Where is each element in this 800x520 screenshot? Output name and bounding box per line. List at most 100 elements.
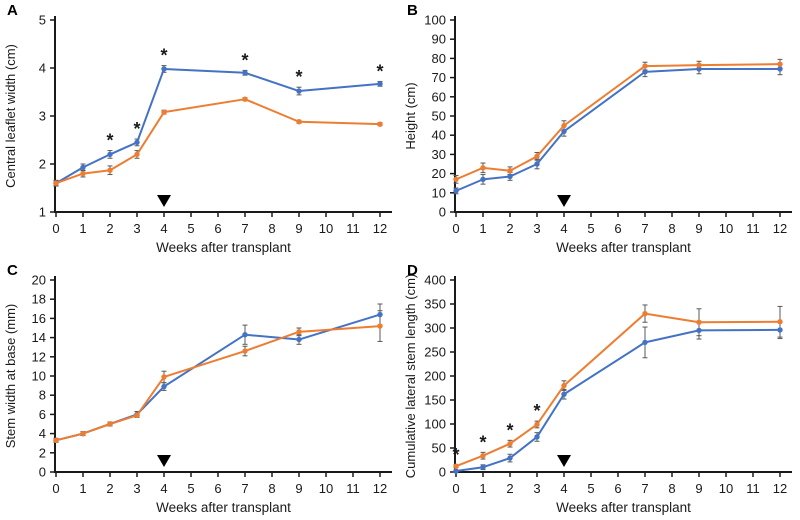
x-tick-label: 6	[614, 481, 621, 496]
x-tick-label: 10	[319, 481, 333, 496]
data-point-orange	[480, 165, 486, 171]
x-tick-label: 11	[346, 221, 360, 236]
y-tick-label: 150	[424, 393, 446, 408]
data-point-blue	[642, 339, 648, 346]
y-tick-label: 20	[432, 166, 446, 181]
x-tick-label: 3	[533, 481, 540, 496]
data-point-orange	[53, 180, 59, 186]
y-tick-label: 50	[432, 441, 446, 456]
data-point-orange	[80, 430, 86, 437]
y-tick-label: 0	[39, 465, 46, 480]
data-point-blue	[453, 188, 459, 194]
x-tick-label: 3	[133, 481, 140, 496]
y-tick-label: 0	[439, 465, 446, 480]
y-tick-label: 14	[32, 330, 46, 345]
series-line-orange	[455, 312, 781, 468]
data-point-orange	[134, 412, 140, 419]
x-tick-label: 7	[641, 481, 648, 496]
data-point-blue	[453, 468, 459, 474]
y-tick-label: 100	[424, 417, 446, 432]
y-tick-label: 3	[39, 109, 46, 124]
y-tick-label: 50	[432, 109, 446, 124]
x-tick-label: 1	[79, 481, 86, 496]
asterisk-annotation: *	[160, 46, 167, 66]
data-point-blue	[507, 455, 513, 461]
x-tick-label: 7	[241, 221, 248, 236]
y-axis-title: Central leaflet width (cm)	[3, 44, 18, 188]
series-line-orange	[455, 63, 781, 181]
data-point-orange	[777, 319, 783, 325]
y-tick-label: 10	[432, 185, 446, 200]
data-point-orange	[534, 421, 540, 428]
y-tick-label: 5	[39, 13, 46, 28]
x-tick-label: 8	[668, 221, 675, 236]
data-point-orange	[80, 170, 86, 177]
y-tick-label: 80	[432, 51, 446, 66]
data-point-blue	[134, 139, 140, 146]
x-tick-label: 7	[641, 221, 648, 236]
panel-c: 0 2 4 6 8 10 12 14 16 18 20 0 1 2 3 4 5 6 7 8 9 10 11 12 Weeks a…	[0, 260, 400, 520]
series-line-blue	[455, 67, 781, 192]
y-tick-label: 250	[424, 345, 446, 360]
y-tick-label: 20	[32, 273, 46, 288]
data-point-blue	[696, 327, 702, 334]
x-tick-label: 5	[587, 221, 594, 236]
data-point-orange	[107, 421, 113, 427]
x-axis-title: Weeks after transplant	[156, 240, 291, 255]
data-point-blue	[480, 176, 486, 183]
data-point-orange	[696, 319, 702, 325]
data-point-blue	[777, 66, 783, 72]
data-point-blue	[777, 327, 783, 333]
asterisk-annotation: *	[533, 401, 540, 421]
y-tick-label: 18	[32, 292, 46, 307]
data-point-blue	[242, 70, 248, 76]
x-axis-title: Weeks after transplant	[556, 240, 691, 255]
data-point-orange	[377, 323, 383, 329]
data-point-blue	[242, 332, 248, 338]
panel-b-letter: B	[407, 2, 418, 19]
x-tick-label: 2	[506, 481, 513, 496]
y-tick-label: 300	[424, 321, 446, 336]
x-tick-label: 8	[268, 481, 275, 496]
asterisk-annotation: *	[376, 61, 383, 81]
data-point-orange	[480, 452, 486, 459]
y-tick-label: 10	[32, 369, 46, 384]
y-tick-label: 70	[432, 70, 446, 85]
y-tick-label: 30	[432, 147, 446, 162]
panel-d-letter: D	[407, 262, 418, 279]
data-point-orange	[507, 440, 513, 447]
data-point-orange	[561, 382, 567, 389]
x-tick-label: 2	[106, 481, 113, 496]
x-tick-label: 4	[160, 221, 167, 236]
x-tick-label: 4	[160, 481, 167, 496]
y-tick-label: 1	[39, 205, 46, 220]
y-tick-label: 2	[39, 445, 46, 460]
series-line-blue	[455, 328, 781, 473]
data-point-orange	[377, 121, 383, 127]
panel-d: 0 50 100 150 200 250 300 350 400 0 1 2 3 4 5 6 7 8 9 10 11 12…	[400, 260, 800, 520]
asterisk-annotation: *	[241, 50, 248, 70]
x-tick-label: 9	[695, 481, 702, 496]
x-tick-label: 12	[773, 481, 787, 496]
x-tick-label: 0	[452, 481, 459, 496]
data-point-blue	[642, 69, 648, 75]
y-tick-label: 200	[424, 369, 446, 384]
panel-c-letter: C	[7, 262, 18, 279]
y-axis-title: Stem width at base (mm)	[3, 304, 18, 449]
x-tick-label: 2	[506, 221, 513, 236]
data-point-orange	[453, 463, 459, 469]
data-point-orange	[161, 374, 167, 380]
x-tick-label: 8	[268, 221, 275, 236]
asterisk-annotation: *	[506, 420, 513, 440]
data-point-orange	[561, 122, 567, 129]
x-tick-label: 1	[79, 221, 86, 236]
x-tick-label: 5	[187, 481, 194, 496]
y-tick-label: 8	[39, 388, 46, 403]
y-tick-label: 16	[32, 311, 46, 326]
data-point-orange	[642, 63, 648, 69]
x-axis-title: Weeks after transplant	[556, 500, 691, 515]
